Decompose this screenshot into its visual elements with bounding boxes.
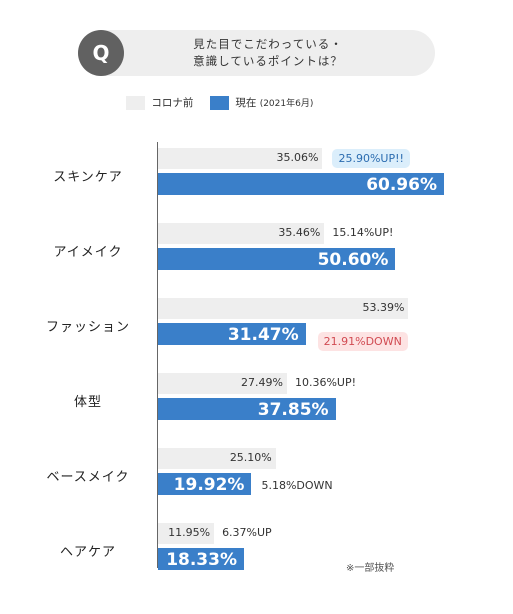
question-badge: Q (78, 30, 124, 76)
bar-after (158, 248, 396, 270)
category-axis (157, 142, 158, 568)
question-box (78, 30, 435, 76)
legend-after: 現在 (2021年6月) (210, 96, 313, 110)
value-label-after: 60.96% (366, 175, 437, 195)
bar-after (158, 323, 306, 345)
bar-after (158, 398, 336, 420)
value-label-after: 37.85% (257, 400, 329, 420)
value-label-after: 19.92% (173, 475, 245, 495)
category-label: アイメイク (53, 245, 123, 260)
value-label-before: 11.95% (168, 526, 211, 539)
category-label: スキンケア (53, 170, 123, 185)
bar-after (158, 173, 444, 195)
bar-after (158, 548, 244, 570)
legend-before: コロナ前 (126, 96, 193, 110)
bar-before (158, 148, 323, 169)
legend-before-swatch (126, 96, 145, 110)
change-label: 6.37%UP (222, 526, 272, 539)
value-label-before: 27.49% (241, 376, 283, 389)
change-label: 25.90%UP!! (332, 149, 410, 168)
bar-before (158, 223, 325, 244)
question-line-1: 見た目でこだわっている・ (193, 37, 343, 51)
value-label-after: 31.47% (227, 325, 299, 345)
value-label-before: 35.06% (276, 151, 319, 164)
category-label: ヘアケア (59, 545, 116, 560)
value-label-before: 53.39% (362, 301, 405, 314)
legend-after-swatch (210, 96, 229, 110)
question-line-2: 意識しているポイントは？ (193, 54, 343, 68)
legend-after-date: (2021年6月) (259, 99, 314, 109)
legend-after-label: 現在 (235, 97, 257, 109)
value-label-after: 18.33% (166, 550, 237, 570)
change-label: 21.91%DOWN (317, 332, 408, 351)
category-label: ファッション (45, 320, 130, 335)
bar-before (158, 523, 215, 544)
legend-before-label: コロナ前 (151, 97, 194, 109)
change-label: 10.36%UP! (294, 376, 357, 389)
value-label-before: 25.10% (229, 451, 272, 464)
category-label: 体型 (73, 395, 102, 410)
value-label-after: 50.60% (317, 250, 389, 270)
bar-after (158, 473, 252, 495)
value-label-before: 35.46% (278, 226, 321, 239)
bar-before (158, 373, 287, 394)
question-text: 見た目でこだわっている・ 意識しているポイントは？ (138, 36, 398, 70)
category-label: ベースメイク (46, 470, 130, 485)
change-label: 5.18%DOWN (261, 479, 333, 492)
bar-before (158, 448, 276, 469)
bar-before (158, 298, 409, 319)
change-label: 15.14%UP! (332, 226, 394, 239)
footnote: ※一部抜粋 (346, 563, 395, 574)
